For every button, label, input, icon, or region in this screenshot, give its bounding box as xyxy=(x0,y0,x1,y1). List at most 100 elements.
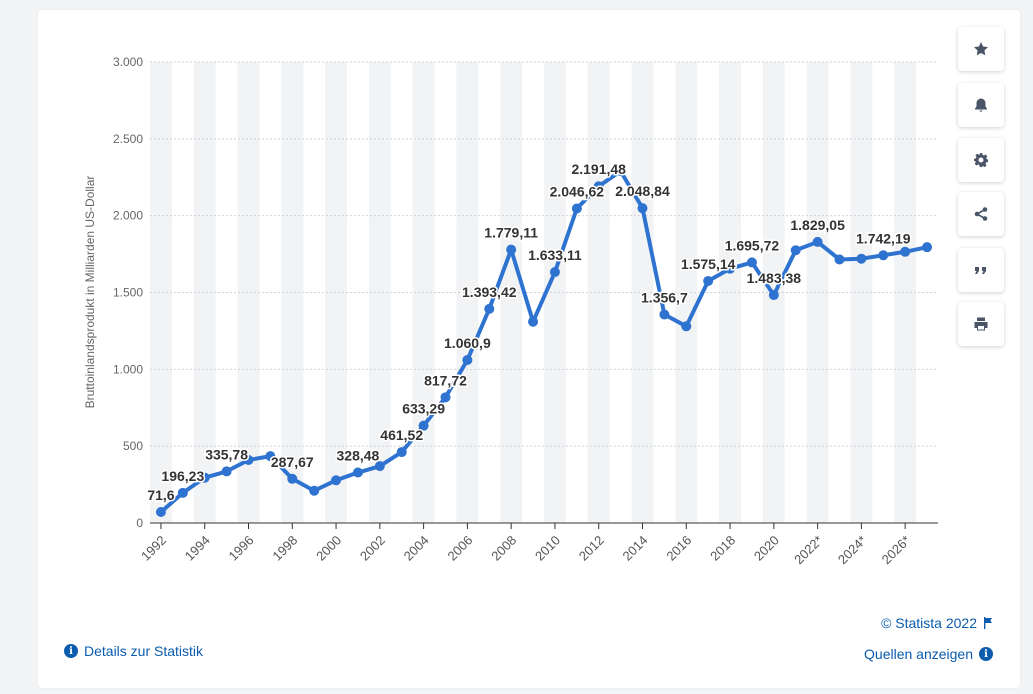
column-band xyxy=(850,62,873,523)
sources-link[interactable]: Quellen anzeigen i xyxy=(864,646,993,662)
details-link[interactable]: i Details zur Statistik xyxy=(64,643,203,659)
data-point xyxy=(484,303,495,314)
y-tick-label: 500 xyxy=(123,439,143,453)
x-tick-label: 1998 xyxy=(269,533,300,564)
x-tick-label: 2026* xyxy=(879,533,914,568)
statista-credit[interactable]: © Statista 2022 xyxy=(881,615,993,631)
info-icon: i xyxy=(979,647,993,661)
cite-button[interactable] xyxy=(958,248,1004,292)
data-label: 1.695,72 xyxy=(725,237,780,253)
y-axis-ticks: 0 500 1.000 1.500 2.000 2.500 3.000 xyxy=(113,55,143,530)
data-point xyxy=(681,321,692,332)
column-band xyxy=(325,62,347,523)
data-point xyxy=(922,242,933,253)
settings-button[interactable] xyxy=(958,138,1004,182)
x-tick-label: 2022* xyxy=(791,533,826,568)
data-label: 817,72 xyxy=(424,372,467,388)
flag-icon xyxy=(984,617,992,629)
info-icon: i xyxy=(64,644,78,658)
data-label: 287,67 xyxy=(271,454,314,470)
x-tick-label: 1992 xyxy=(138,533,169,564)
data-points xyxy=(155,166,933,517)
data-point xyxy=(528,316,539,327)
x-tick-label: 2012 xyxy=(576,533,607,564)
data-label: 1.356,7 xyxy=(641,290,688,306)
x-tick-label: 2004 xyxy=(401,533,432,564)
x-tick-label: 2002 xyxy=(357,533,388,564)
x-tick-label: 1994 xyxy=(182,533,213,564)
column-band xyxy=(894,62,917,523)
data-point xyxy=(440,392,451,403)
data-label: 1.779,11 xyxy=(484,225,538,241)
column-band xyxy=(150,62,172,523)
column-band xyxy=(237,62,260,523)
data-label: 2.046,62 xyxy=(550,184,605,200)
data-point xyxy=(199,472,210,483)
sources-label: Quellen anzeigen xyxy=(864,646,973,662)
column-band xyxy=(281,62,304,523)
y-tick-label: 0 xyxy=(136,516,143,530)
x-tick-label: 2014 xyxy=(620,533,651,564)
data-point xyxy=(506,244,517,255)
data-point xyxy=(790,245,801,256)
star-icon xyxy=(974,42,988,56)
data-point xyxy=(352,467,363,478)
x-tick-label: 2024* xyxy=(835,533,870,568)
share-button[interactable] xyxy=(958,192,1004,236)
data-point xyxy=(900,246,911,257)
data-point xyxy=(746,257,757,268)
details-label: Details zur Statistik xyxy=(84,643,204,659)
x-tick-label: 2016 xyxy=(663,533,694,564)
print-button[interactable] xyxy=(958,302,1004,346)
data-point xyxy=(834,254,845,265)
x-axis-ticks: 1992 1994 1996 1998 2000 2002 2004 2006 2008 2010… xyxy=(138,523,913,567)
favorite-button[interactable] xyxy=(958,27,1004,71)
column-band xyxy=(193,62,216,523)
x-tick-label: 1996 xyxy=(226,533,257,564)
data-label: 1.575,14 xyxy=(681,256,736,272)
data-point xyxy=(462,354,473,365)
data-point xyxy=(374,461,385,472)
data-point xyxy=(615,166,626,177)
y-tick-label: 1.500 xyxy=(113,286,143,300)
data-label: 1.742,19 xyxy=(856,230,911,246)
data-label: 2.191,48 xyxy=(571,161,626,177)
data-point xyxy=(768,290,779,301)
data-point xyxy=(396,447,407,458)
quote-icon xyxy=(975,267,986,274)
data-point xyxy=(177,487,188,498)
data-point xyxy=(637,203,648,214)
print-icon xyxy=(974,317,988,331)
data-point xyxy=(812,236,823,247)
y-tick-label: 2.000 xyxy=(113,209,143,223)
x-tick-label: 2006 xyxy=(444,533,475,564)
x-tick-label: 2020 xyxy=(751,533,782,564)
data-point xyxy=(549,267,560,278)
data-label: 335,78 xyxy=(205,446,248,462)
data-label: 1.393,42 xyxy=(462,284,517,300)
data-point xyxy=(309,485,320,496)
x-tick-label: 2000 xyxy=(313,533,344,564)
data-label: 196,23 xyxy=(161,468,204,484)
data-label: 2.048,84 xyxy=(615,183,670,199)
y-tick-label: 1.000 xyxy=(113,362,143,376)
data-point xyxy=(703,275,714,286)
data-label: 328,48 xyxy=(337,448,380,464)
data-point xyxy=(418,420,429,431)
x-tick-label: 2008 xyxy=(488,533,519,564)
data-point xyxy=(659,309,670,320)
credit-label: © Statista 2022 xyxy=(881,615,977,631)
data-point xyxy=(243,454,254,465)
data-point xyxy=(221,466,232,477)
column-band xyxy=(806,62,829,523)
data-point xyxy=(331,475,342,486)
data-point xyxy=(725,263,736,274)
x-tick-label: 2018 xyxy=(707,533,738,564)
x-tick-label: 2010 xyxy=(532,533,563,564)
gear-icon xyxy=(974,153,988,168)
y-tick-label: 2.500 xyxy=(113,132,143,146)
bell-icon xyxy=(975,98,987,112)
data-point xyxy=(287,473,298,484)
notification-button[interactable] xyxy=(958,83,1004,127)
